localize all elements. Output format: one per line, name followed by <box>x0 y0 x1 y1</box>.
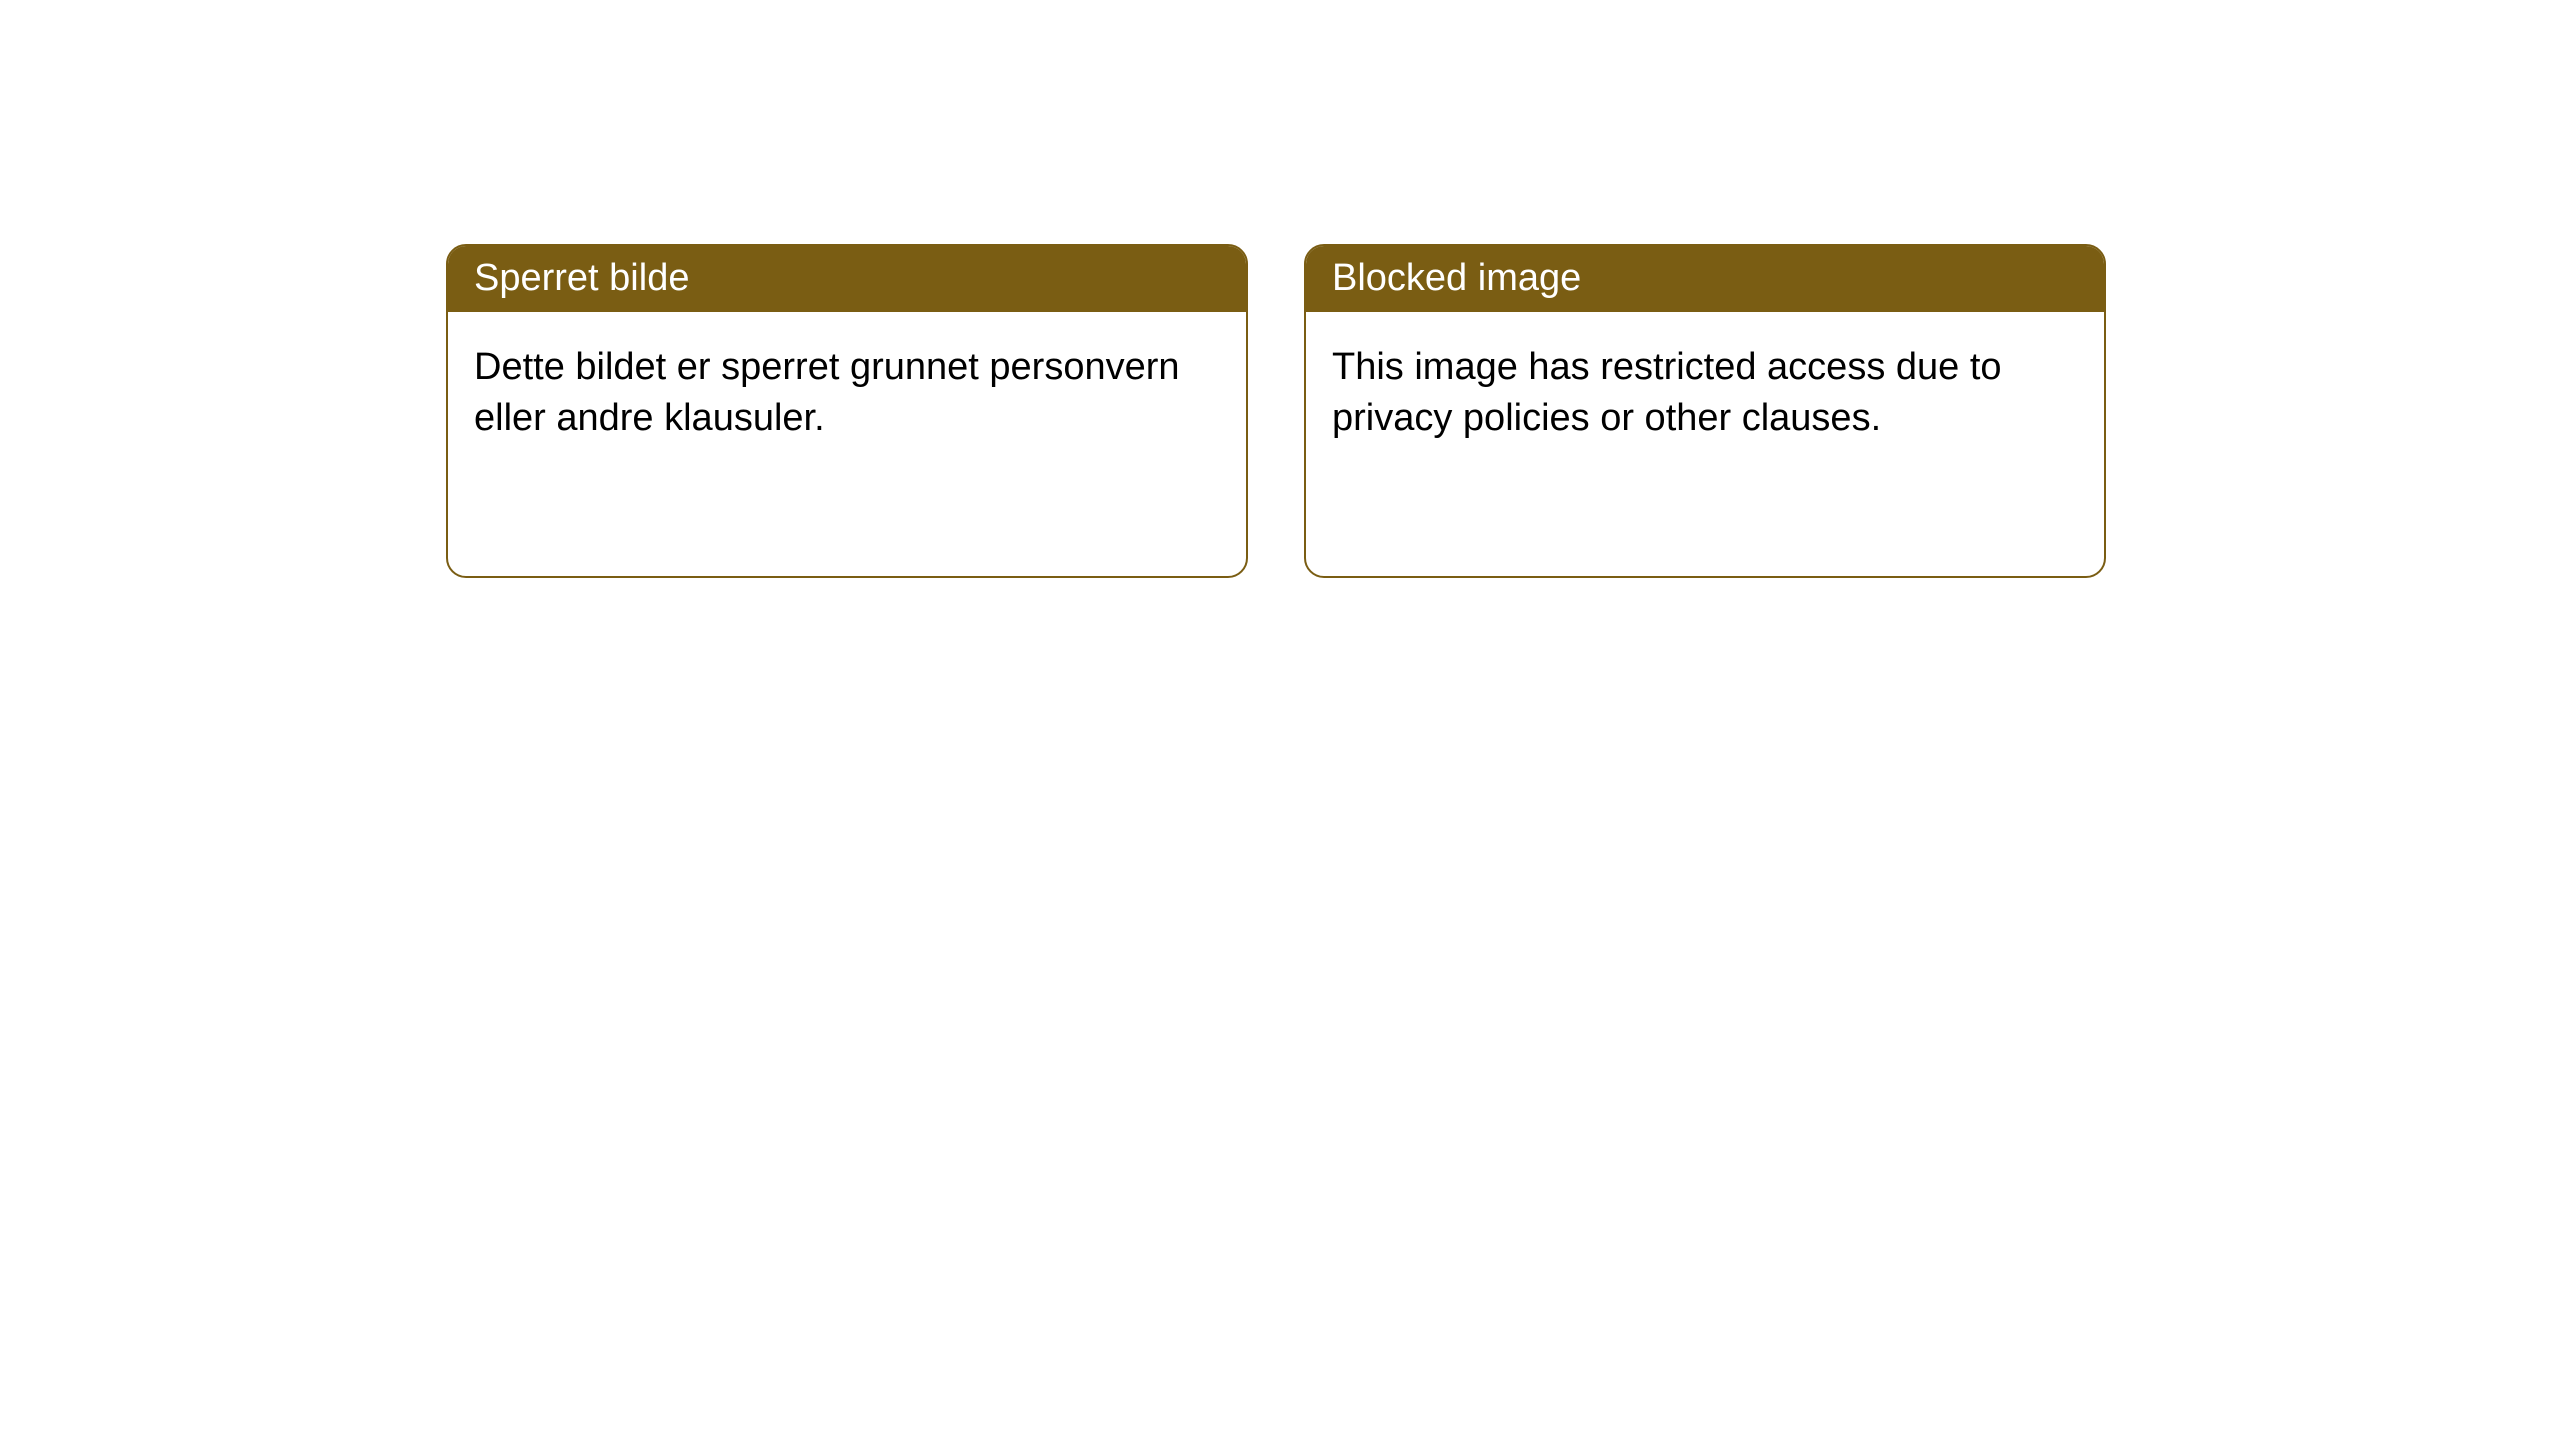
card-header: Sperret bilde <box>448 246 1246 312</box>
notice-card-english: Blocked image This image has restricted … <box>1304 244 2106 578</box>
card-title: Sperret bilde <box>474 257 689 299</box>
notice-card-norwegian: Sperret bilde Dette bildet er sperret gr… <box>446 244 1248 578</box>
card-header: Blocked image <box>1306 246 2104 312</box>
card-body-text: This image has restricted access due to … <box>1332 346 2002 439</box>
notice-cards-container: Sperret bilde Dette bildet er sperret gr… <box>0 0 2560 578</box>
card-title: Blocked image <box>1332 257 1581 299</box>
card-body: Dette bildet er sperret grunnet personve… <box>448 312 1246 475</box>
card-body: This image has restricted access due to … <box>1306 312 2104 475</box>
card-body-text: Dette bildet er sperret grunnet personve… <box>474 346 1180 439</box>
